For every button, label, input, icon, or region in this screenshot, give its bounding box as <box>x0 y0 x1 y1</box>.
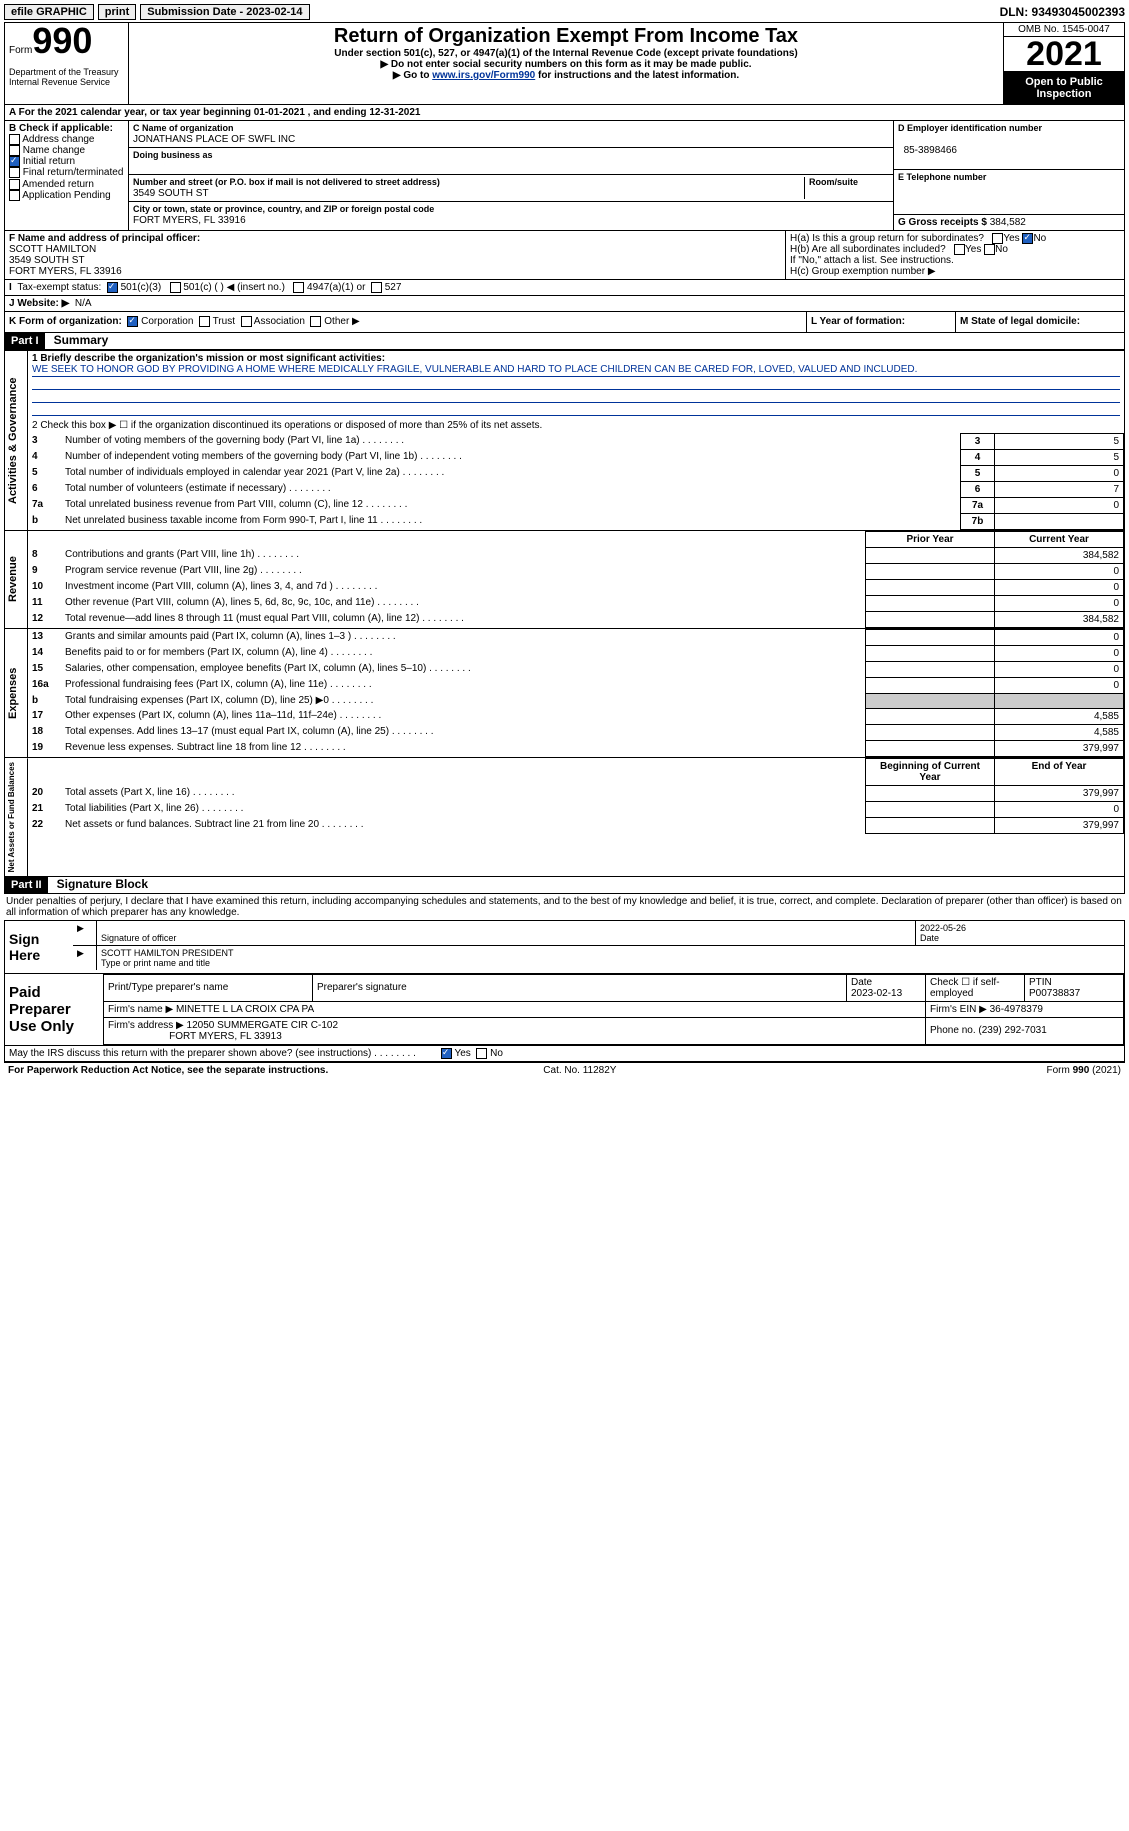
sign-here-section: Sign Here ▶ Signature of officer 2022-05… <box>4 920 1125 974</box>
tax-exempt-row: I Tax-exempt status: 501(c)(3) 501(c) ( … <box>4 280 1125 296</box>
tax-year: 2021 <box>1004 37 1124 72</box>
top-bar: efile GRAPHIC print Submission Date - 20… <box>4 4 1125 20</box>
submission-btn: Submission Date - 2023-02-14 <box>140 4 309 20</box>
form-number: 990 <box>32 20 92 61</box>
b-checkbox-4[interactable] <box>9 179 20 190</box>
ein: 85-3898466 <box>904 145 957 156</box>
section-f-h: F Name and address of principal officer:… <box>4 231 1125 280</box>
website-row: J Website: ▶ N/A <box>4 296 1125 312</box>
officer-sign-name: SCOTT HAMILTON PRESIDENT <box>101 948 234 958</box>
hc-lbl: H(c) Group exemption number ▶ <box>790 266 1120 277</box>
discuss-row: May the IRS discuss this return with the… <box>4 1046 1125 1062</box>
b-checkbox-0[interactable] <box>9 134 20 145</box>
penalties-text: Under penalties of perjury, I declare th… <box>4 894 1125 920</box>
vert-net: Net Assets or Fund Balances <box>5 758 28 876</box>
b-header: B Check if applicable: <box>9 123 124 134</box>
dba-lbl: Doing business as <box>133 150 213 160</box>
b-checkbox-2[interactable] <box>9 156 20 167</box>
firm-phone: (239) 292-7031 <box>978 1025 1046 1036</box>
part1-hdr: Part I <box>5 333 45 349</box>
firm-city: FORT MYERS, FL 33913 <box>169 1031 282 1042</box>
org-name: JONATHANS PLACE OF SWFL INC <box>133 134 295 145</box>
footer-left: For Paperwork Reduction Act Notice, see … <box>8 1065 328 1076</box>
city-state-zip: FORT MYERS, FL 33916 <box>133 215 246 226</box>
footer-right: Form 990 (2021) <box>1047 1065 1121 1076</box>
ha-lbl: H(a) Is this a group return for subordin… <box>790 233 984 244</box>
part1-title: Summary <box>48 331 115 349</box>
part2-hdr: Part II <box>5 877 48 893</box>
section-b-c-d: B Check if applicable: Address change Na… <box>4 121 1125 231</box>
room-lbl: Room/suite <box>809 177 858 187</box>
mission-text: WE SEEK TO HONOR GOD BY PROVIDING A HOME… <box>32 364 1120 377</box>
open-public: Open to Public Inspection <box>1004 72 1124 104</box>
firm-ein: 36-4978379 <box>990 1004 1043 1015</box>
addr-lbl: Number and street (or P.O. box if mail i… <box>133 177 440 187</box>
hb-note: If "No," attach a list. See instructions… <box>790 255 1120 266</box>
firm-name: MINETTE L LA CROIX CPA PA <box>176 1004 314 1015</box>
footer-mid: Cat. No. 11282Y <box>543 1065 616 1076</box>
vert-revenue: Revenue <box>5 531 28 628</box>
ha-no-checkbox[interactable] <box>1022 233 1033 244</box>
form-header: Form990 Department of the Treasury Inter… <box>4 22 1125 105</box>
city-lbl: City or town, state or province, country… <box>133 204 434 214</box>
corp-checkbox[interactable] <box>127 316 138 327</box>
b-checkbox-5[interactable] <box>9 190 20 201</box>
c-name-lbl: C Name of organization <box>133 123 234 133</box>
form-label: Form <box>9 45 32 56</box>
officer-addr2: FORT MYERS, FL 33916 <box>9 266 122 277</box>
l-lbl: L Year of formation: <box>811 316 905 327</box>
firm-addr: 12050 SUMMERGATE CIR C-102 <box>187 1020 339 1031</box>
officer-name: SCOTT HAMILTON <box>9 244 96 255</box>
efile-btn[interactable]: efile GRAPHIC <box>4 4 94 20</box>
irs-link[interactable]: www.irs.gov/Form990 <box>432 70 535 81</box>
gross-receipts: 384,582 <box>990 217 1026 228</box>
gross-lbl: G Gross receipts $ <box>898 217 987 228</box>
line-2: 2 Check this box ▶ ☐ if the organization… <box>28 418 1124 433</box>
discuss-yes-checkbox[interactable] <box>441 1048 452 1059</box>
instr-2: ▶ Go to www.irs.gov/Form990 for instruct… <box>135 70 997 81</box>
sign-date: 2022-05-26 <box>920 923 966 933</box>
footer: For Paperwork Reduction Act Notice, see … <box>4 1062 1125 1078</box>
f-lbl: F Name and address of principal officer: <box>9 233 200 244</box>
sign-here-lbl: Sign Here <box>5 921 73 973</box>
website-val: N/A <box>75 298 92 309</box>
b-checkbox-3[interactable] <box>9 167 20 178</box>
officer-addr1: 3549 SOUTH ST <box>9 255 85 266</box>
vert-governance: Activities & Governance <box>5 351 28 530</box>
paid-preparer-section: Paid Preparer Use Only Print/Type prepar… <box>4 974 1125 1046</box>
dept-label: Department of the Treasury <box>9 67 124 77</box>
hb-lbl: H(b) Are all subordinates included? <box>790 244 946 255</box>
501c3-checkbox[interactable] <box>107 282 118 293</box>
instr-1: ▶ Do not enter social security numbers o… <box>135 59 997 70</box>
irs-label: Internal Revenue Service <box>9 77 124 87</box>
prep-date: 2023-02-13 <box>851 988 902 999</box>
part2-title: Signature Block <box>51 875 154 893</box>
street-addr: 3549 SOUTH ST <box>133 188 209 199</box>
row-a: A For the 2021 calendar year, or tax yea… <box>4 105 1125 121</box>
phone-lbl: E Telephone number <box>898 172 986 182</box>
ptin: P00738837 <box>1029 988 1080 999</box>
paid-prep-lbl: Paid Preparer Use Only <box>5 974 103 1045</box>
section-k-l-m: K Form of organization: Corporation Trus… <box>4 312 1125 332</box>
vert-expenses: Expenses <box>5 629 28 757</box>
m-lbl: M State of legal domicile: <box>960 316 1080 327</box>
print-btn[interactable]: print <box>98 4 136 20</box>
ein-lbl: D Employer identification number <box>898 123 1042 133</box>
form-title: Return of Organization Exempt From Incom… <box>135 25 997 48</box>
dln: DLN: 93493045002393 <box>1000 5 1125 19</box>
form-subtitle: Under section 501(c), 527, or 4947(a)(1)… <box>135 48 997 59</box>
mission-lbl: 1 Briefly describe the organization's mi… <box>32 353 385 364</box>
